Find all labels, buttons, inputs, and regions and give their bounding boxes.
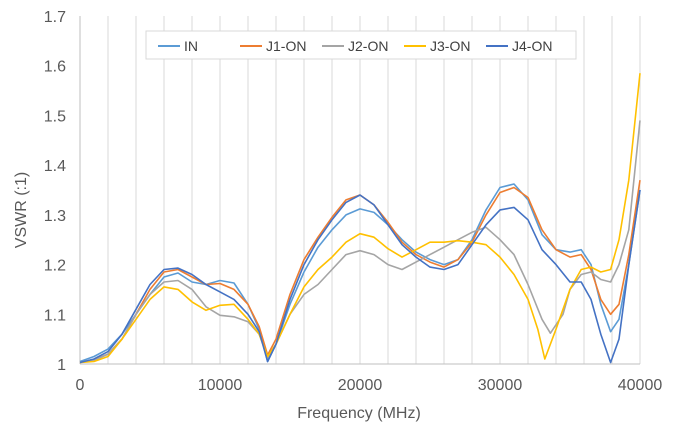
legend: IN J1-ON J2-ON J3-ON J4-ON [145, 30, 577, 60]
y-tick-label: 1.4 [44, 158, 66, 175]
y-tick-labels: 1 1.1 1.2 1.3 1.4 1.5 1.6 1.7 [44, 9, 66, 374]
y-tick-label: 1.3 [44, 208, 66, 225]
legend-label: J4-ON [512, 38, 552, 54]
legend-item: J4-ON [486, 38, 552, 54]
x-tick-label: 10000 [198, 377, 243, 394]
y-axis-title: VSWR (:1) [13, 172, 30, 248]
legend-label: J1-ON [266, 38, 306, 54]
legend-item: J2-ON [322, 38, 388, 54]
axes [79, 16, 640, 365]
legend-item: IN [158, 38, 198, 54]
x-axis-title: Frequency (MHz) [297, 405, 421, 422]
series-line-j3-on [79, 73, 641, 364]
y-tick-label: 1.6 [44, 59, 66, 76]
x-tick-label: 0 [76, 377, 85, 394]
series-lines [79, 73, 641, 364]
legend-item: J1-ON [240, 38, 306, 54]
x-tick-label: 30000 [478, 377, 523, 394]
y-tick-label: 1.2 [44, 258, 66, 275]
y-tick-label: 1 [57, 357, 66, 374]
x-tick-labels: 0 10000 20000 30000 40000 [76, 377, 663, 394]
x-tick-label: 20000 [338, 377, 383, 394]
x-tick-label: 40000 [618, 377, 663, 394]
legend-item: J3-ON [404, 38, 470, 54]
legend-label: J2-ON [348, 38, 388, 54]
legend-items: IN J1-ON J2-ON J3-ON J4-ON [158, 38, 552, 54]
legend-label: IN [184, 38, 198, 54]
gridlines [107, 16, 641, 364]
y-tick-label: 1.7 [44, 9, 66, 26]
series-line-j4-on [79, 189, 641, 364]
y-tick-label: 1.1 [44, 307, 66, 324]
legend-label: J3-ON [430, 38, 470, 54]
y-tick-label: 1.5 [44, 108, 66, 125]
series-line-in [79, 183, 641, 363]
